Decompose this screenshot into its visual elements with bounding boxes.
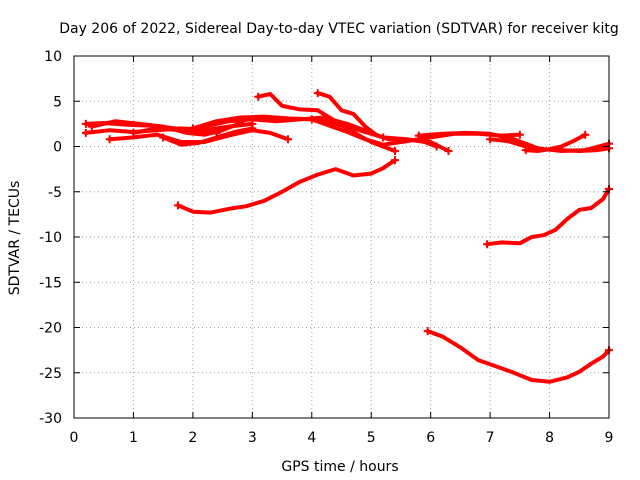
series-arc-13-endpoint [581, 130, 590, 139]
x-tick-label: 8 [545, 430, 554, 446]
chart-title: Day 206 of 2022, Sidereal Day-to-day VTE… [59, 21, 619, 37]
series-arc-14-endpoint [391, 156, 399, 165]
x-tick-label: 5 [367, 430, 376, 446]
series-arc-14 [176, 158, 397, 215]
y-tick-label: 10 [44, 49, 62, 65]
series-arc-13 [523, 132, 588, 153]
axis-ticks: 0 1 2 3 4 5 6 7 8 9 10 5 0 -5 -10 -15 -20 -25 -30 [39, 49, 613, 446]
y-tick-label: -30 [39, 411, 62, 427]
x-axis-label: GPS time / hours [281, 459, 398, 475]
series-arc-05 [131, 115, 386, 140]
y-tick-label: 5 [53, 94, 62, 110]
series-arc-05-endpoint [129, 128, 138, 137]
series-arc-03-endpoint [87, 122, 96, 131]
series-arc-06 [161, 126, 255, 147]
series-arc-13-endpoint [521, 146, 530, 155]
series-arc-09-endpoint [313, 89, 322, 98]
x-tick-label: 3 [248, 430, 257, 446]
series-arc-08-endpoint [391, 147, 399, 156]
series-arc-07-endpoint [444, 147, 453, 156]
series-arc-04-endpoint [284, 135, 292, 144]
y-tick-label: -5 [48, 185, 62, 201]
series-arc-10-endpoint [515, 130, 524, 139]
series-arc-10-endpoint [307, 115, 316, 124]
series-arc-16-endpoint [423, 327, 432, 336]
series-arc-01-endpoint [81, 128, 90, 137]
y-tick-label: -25 [39, 366, 62, 382]
x-tick-label: 2 [188, 430, 197, 446]
series-arc-15-endpoint [483, 240, 492, 249]
series-arc-15 [485, 187, 611, 247]
series-arc-06-endpoint [159, 133, 168, 142]
y-tick-label: 0 [53, 140, 62, 156]
series-arc-09-endpoint [432, 142, 441, 151]
x-tick-label: 4 [307, 430, 316, 446]
y-tick-label: -20 [39, 321, 62, 337]
x-tick-label: 7 [486, 430, 495, 446]
series-arc-16 [425, 329, 611, 384]
y-tick-label: -15 [39, 275, 62, 291]
series-arc-11-endpoint [414, 131, 423, 140]
series-arc-02-endpoint [81, 119, 90, 128]
x-tick-label: 0 [70, 430, 79, 446]
x-tick-label: 9 [605, 430, 614, 446]
y-axis-label: SDTVAR / TECUs [7, 181, 23, 296]
x-tick-label: 6 [426, 430, 435, 446]
series-arc-06-endpoint [248, 124, 257, 133]
series-arc-14-endpoint [174, 201, 183, 210]
series-arc-08-endpoint [254, 92, 263, 101]
series-arc-04-endpoint [105, 135, 114, 144]
series-arc-12-endpoint [486, 135, 495, 144]
y-tick-label: -10 [39, 230, 62, 246]
data-series [81, 89, 613, 384]
series-arc-07-endpoint [188, 124, 197, 133]
x-tick-label: 1 [129, 430, 138, 446]
